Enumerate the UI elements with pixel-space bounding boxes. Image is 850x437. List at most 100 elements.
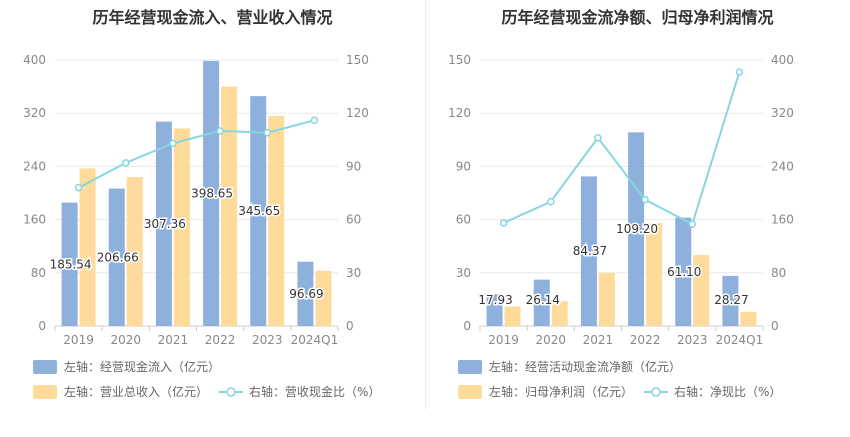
data-label: 109.20 — [616, 222, 658, 236]
data-label: 345.65 — [238, 204, 280, 218]
chart-svg-left: 0 80 160 240 320 400 0 30 60 90 120 150 2019 2020 2021… — [23, 53, 380, 399]
x-tick-label: 2021 — [158, 333, 189, 347]
bar-net-cash-flow — [486, 294, 503, 326]
y-right-tick-label: 90 — [346, 159, 361, 173]
bar-cash-inflow — [61, 202, 78, 326]
line-point — [594, 134, 602, 142]
legend-label: 左轴：营业总收入（亿元） — [64, 384, 208, 399]
legend-swatch-marker — [651, 387, 661, 397]
legend-item: 左轴：经营现金流入（亿元） — [33, 359, 220, 374]
chart-title: 历年经营现金流入、营业收入情况 — [92, 8, 333, 27]
data-label: 17.93 — [478, 293, 512, 307]
bar-net-profit — [740, 311, 757, 326]
x-tick-label: 2024Q1 — [291, 333, 339, 347]
line-point — [547, 197, 555, 206]
y-left-tick-label: 0 — [38, 319, 46, 333]
y-right-tick-label: 80 — [771, 266, 786, 280]
x-tick-label: 2022 — [630, 333, 661, 347]
legend-swatch-marker — [226, 387, 236, 397]
chart-panel-left: 历年经营现金流入、营业收入情况 0 80 160 240 320 400 0 30 60 90 12… — [23, 8, 380, 399]
data-label: 26.14 — [526, 293, 560, 307]
y-right-tick-label: 60 — [346, 213, 361, 227]
y-left-tick-label: 400 — [23, 53, 46, 67]
bar-revenue — [315, 270, 332, 326]
line-point — [499, 219, 508, 227]
x-tick-label: 2022 — [205, 333, 236, 347]
line-point — [216, 127, 224, 135]
x-tick-label: 2021 — [583, 333, 614, 347]
legend-swatch — [33, 385, 57, 399]
legend-item: 右轴：净现比（%） — [644, 384, 781, 399]
data-label: 206.66 — [97, 250, 139, 264]
y-left-tick-label: 0 — [463, 319, 471, 333]
x-tick-label: 2019 — [63, 333, 94, 347]
bar-net-cash-flow — [580, 176, 597, 326]
data-label: 307.36 — [144, 217, 186, 231]
x-tick-label: 2019 — [488, 333, 519, 347]
y-right-tick-label: 120 — [346, 106, 369, 120]
bar-revenue — [173, 128, 190, 326]
bar-revenue — [268, 115, 285, 326]
chart-panel-right: 历年经营现金流净额、归母净利润情况 0 30 60 90 120 150 0 80 160 240… — [425, 0, 850, 437]
bar-net-cash-flow — [628, 132, 645, 326]
y-left-tick-label: 320 — [23, 106, 46, 120]
bar-revenue — [221, 86, 238, 326]
y-left-tick-label: 160 — [23, 213, 46, 227]
line-point — [641, 195, 649, 204]
y-right-tick-label: 240 — [771, 159, 794, 173]
panel-divider — [425, 0, 426, 410]
bar-net-cash-flow — [722, 275, 739, 326]
bar-net-profit — [551, 301, 568, 326]
line-point — [263, 128, 271, 137]
legend-item: 左轴：归母净利润（亿元） — [458, 384, 633, 399]
legend-item: 左轴：营业总收入（亿元） — [33, 384, 208, 399]
legend-item: 左轴：经营活动现金流净额（亿元） — [458, 359, 681, 374]
bar-net-profit — [646, 223, 663, 326]
bar-net-profit — [504, 306, 521, 326]
y-right-tick-label: 400 — [771, 53, 794, 67]
y-right-tick-label: 160 — [771, 213, 794, 227]
bar-net-profit — [693, 255, 710, 326]
legend-label: 左轴：归母净利润（亿元） — [489, 384, 633, 399]
legend-label: 右轴：净现比（%） — [674, 384, 781, 399]
y-right-tick-label: 0 — [346, 319, 354, 333]
data-label: 61.10 — [667, 265, 701, 279]
y-left-tick-label: 150 — [448, 53, 471, 67]
x-tick-label: 2023 — [677, 333, 708, 347]
legend-swatch — [458, 385, 482, 399]
y-left-tick-label: 120 — [448, 106, 471, 120]
line-series — [78, 119, 315, 189]
bar-cash-inflow — [155, 121, 172, 327]
data-label: 28.27 — [714, 293, 748, 307]
x-tick-label: 2020 — [535, 333, 566, 347]
bar-cash-inflow — [250, 96, 267, 326]
legend-label: 左轴：经营活动现金流净额（亿元） — [489, 359, 681, 374]
y-right-tick-label: 150 — [346, 53, 369, 67]
x-tick-label: 2020 — [110, 333, 141, 347]
x-tick-label: 2024Q1 — [716, 333, 764, 347]
x-tick-label: 2023 — [252, 333, 283, 347]
line-point — [688, 220, 696, 229]
y-left-tick-label: 240 — [23, 159, 46, 173]
line-series — [503, 71, 741, 226]
y-right-tick-label: 320 — [771, 106, 794, 120]
legend-label: 右轴：营收现金比（%） — [249, 384, 380, 399]
line-point — [310, 116, 319, 125]
y-left-tick-label: 60 — [456, 213, 471, 227]
y-left-tick-label: 30 — [456, 266, 471, 280]
bar-revenue — [126, 177, 143, 326]
data-label: 185.54 — [50, 257, 92, 271]
bar-net-cash-flow — [533, 279, 550, 326]
legend-swatch — [458, 360, 482, 374]
line-point — [74, 183, 83, 192]
data-label: 96.69 — [289, 287, 323, 301]
bar-net-profit — [598, 272, 615, 326]
y-left-tick-label: 80 — [31, 266, 46, 280]
y-left-tick-label: 90 — [456, 159, 471, 173]
legend-swatch — [33, 360, 57, 374]
data-label: 398.65 — [191, 186, 233, 200]
chart-svg-right: 0 30 60 90 120 150 0 80 160 240 320 400 2019 2020 2021… — [448, 53, 794, 399]
bar-net-cash-flow — [675, 217, 692, 326]
y-right-tick-label: 0 — [771, 319, 779, 333]
bar-cash-inflow — [108, 188, 125, 326]
